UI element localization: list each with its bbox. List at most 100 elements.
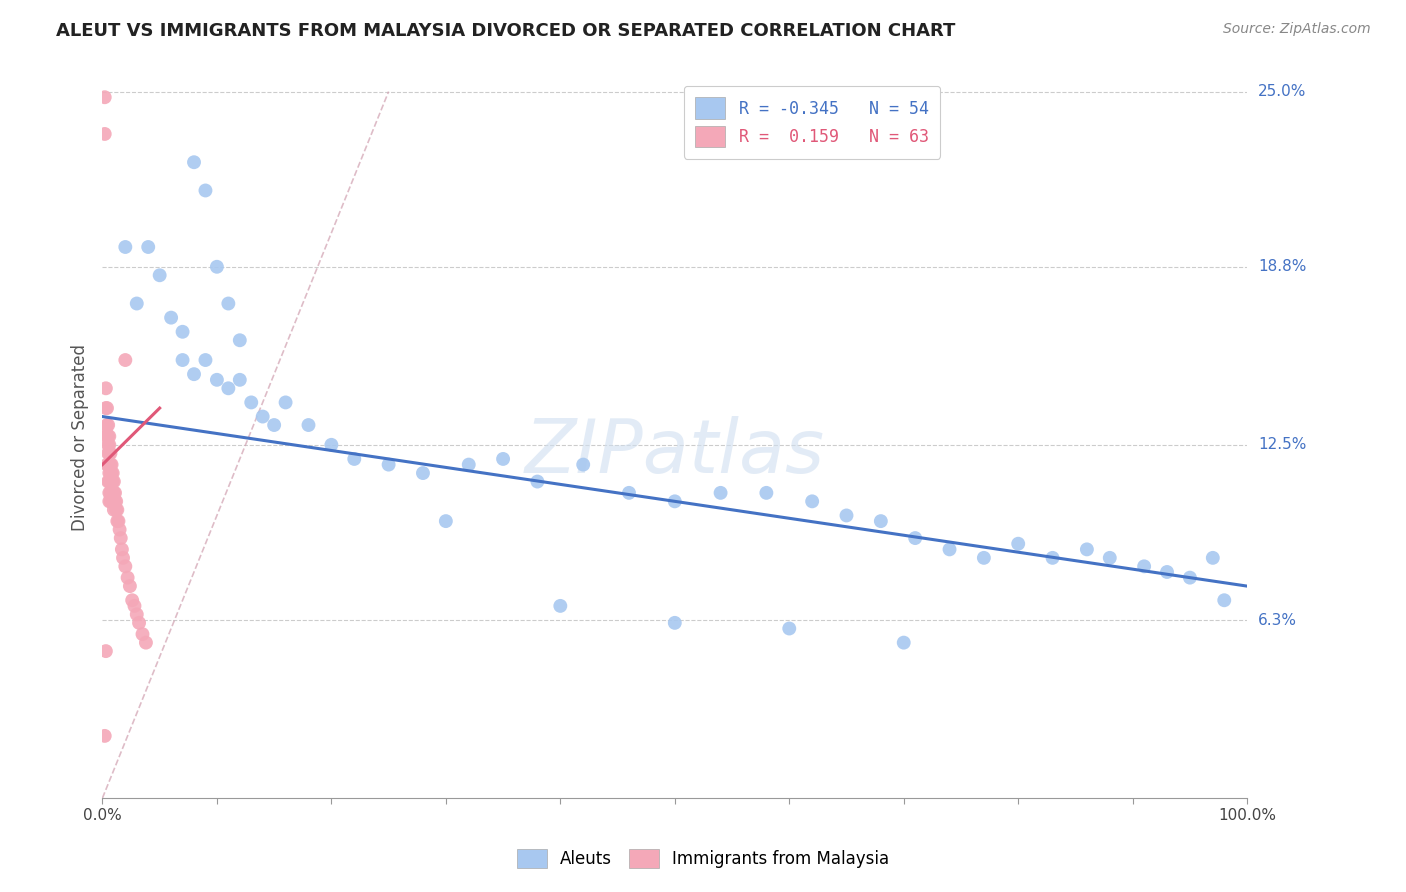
Point — [835, 508, 858, 523]
Point — [217, 296, 239, 310]
Point — [664, 615, 686, 630]
Point — [869, 514, 891, 528]
Point — [755, 486, 778, 500]
Point — [412, 466, 434, 480]
Point — [434, 514, 457, 528]
Point — [100, 466, 122, 480]
Point — [93, 127, 115, 141]
Point — [105, 503, 128, 517]
Point — [1178, 571, 1201, 585]
Point — [183, 155, 205, 169]
Point — [893, 635, 915, 649]
Point — [100, 458, 122, 472]
Point — [572, 458, 595, 472]
Point — [131, 627, 153, 641]
Point — [160, 310, 183, 325]
Text: ZIPatlas: ZIPatlas — [524, 417, 825, 488]
Point — [103, 503, 125, 517]
Point — [114, 240, 136, 254]
Point — [105, 514, 128, 528]
Point — [550, 599, 572, 613]
Point — [904, 531, 927, 545]
Point — [94, 424, 117, 438]
Point — [107, 514, 129, 528]
Point — [93, 729, 115, 743]
Point — [778, 622, 800, 636]
Point — [96, 429, 118, 443]
Text: 25.0%: 25.0% — [1258, 84, 1306, 99]
Point — [98, 446, 121, 460]
Point — [96, 458, 118, 472]
Point — [205, 260, 228, 274]
Point — [112, 550, 135, 565]
Point — [101, 486, 124, 500]
Y-axis label: Divorced or Separated: Divorced or Separated — [72, 344, 89, 532]
Point — [457, 458, 479, 472]
Point — [103, 486, 125, 500]
Point — [100, 475, 122, 489]
Text: 6.3%: 6.3% — [1258, 613, 1298, 628]
Point — [973, 550, 995, 565]
Point — [1076, 542, 1098, 557]
Point — [101, 466, 124, 480]
Point — [103, 475, 125, 489]
Point — [710, 486, 733, 500]
Point — [100, 466, 122, 480]
Point — [194, 184, 217, 198]
Point — [97, 458, 120, 472]
Point — [149, 268, 172, 283]
Point — [96, 417, 118, 432]
Legend: Aleuts, Immigrants from Malaysia: Aleuts, Immigrants from Malaysia — [510, 842, 896, 875]
Point — [98, 494, 121, 508]
Point — [1042, 550, 1064, 565]
Point — [1156, 565, 1178, 579]
Point — [492, 452, 515, 467]
Point — [108, 523, 131, 537]
Point — [321, 438, 343, 452]
Point — [801, 494, 824, 508]
Point — [101, 475, 124, 489]
Point — [105, 503, 128, 517]
Point — [96, 401, 118, 415]
Point — [100, 446, 122, 460]
Point — [98, 486, 121, 500]
Point — [1133, 559, 1156, 574]
Point — [100, 458, 122, 472]
Point — [97, 438, 120, 452]
Text: ALEUT VS IMMIGRANTS FROM MALAYSIA DIVORCED OR SEPARATED CORRELATION CHART: ALEUT VS IMMIGRANTS FROM MALAYSIA DIVORC… — [56, 22, 956, 40]
Point — [263, 417, 285, 432]
Point — [100, 475, 122, 489]
Point — [1007, 537, 1029, 551]
Point — [94, 644, 117, 658]
Point — [103, 494, 125, 508]
Point — [98, 458, 121, 472]
Point — [172, 325, 194, 339]
Point — [94, 401, 117, 415]
Point — [121, 593, 143, 607]
Point — [229, 373, 252, 387]
Point — [100, 486, 122, 500]
Point — [194, 353, 217, 368]
Point — [97, 429, 120, 443]
Point — [97, 475, 120, 489]
Text: Source: ZipAtlas.com: Source: ZipAtlas.com — [1223, 22, 1371, 37]
Point — [252, 409, 274, 424]
Legend: R = -0.345   N = 54, R =  0.159   N = 63: R = -0.345 N = 54, R = 0.159 N = 63 — [683, 86, 941, 159]
Point — [110, 531, 132, 545]
Point — [117, 571, 139, 585]
Point — [172, 353, 194, 368]
Point — [101, 494, 124, 508]
Point — [125, 296, 148, 310]
Point — [217, 381, 239, 395]
Point — [118, 579, 141, 593]
Point — [98, 466, 121, 480]
Point — [98, 429, 121, 443]
Point — [93, 90, 115, 104]
Point — [205, 373, 228, 387]
Point — [377, 458, 399, 472]
Point — [124, 599, 146, 613]
Text: 18.8%: 18.8% — [1258, 260, 1306, 274]
Point — [114, 559, 136, 574]
Point — [125, 607, 148, 622]
Point — [229, 333, 252, 347]
